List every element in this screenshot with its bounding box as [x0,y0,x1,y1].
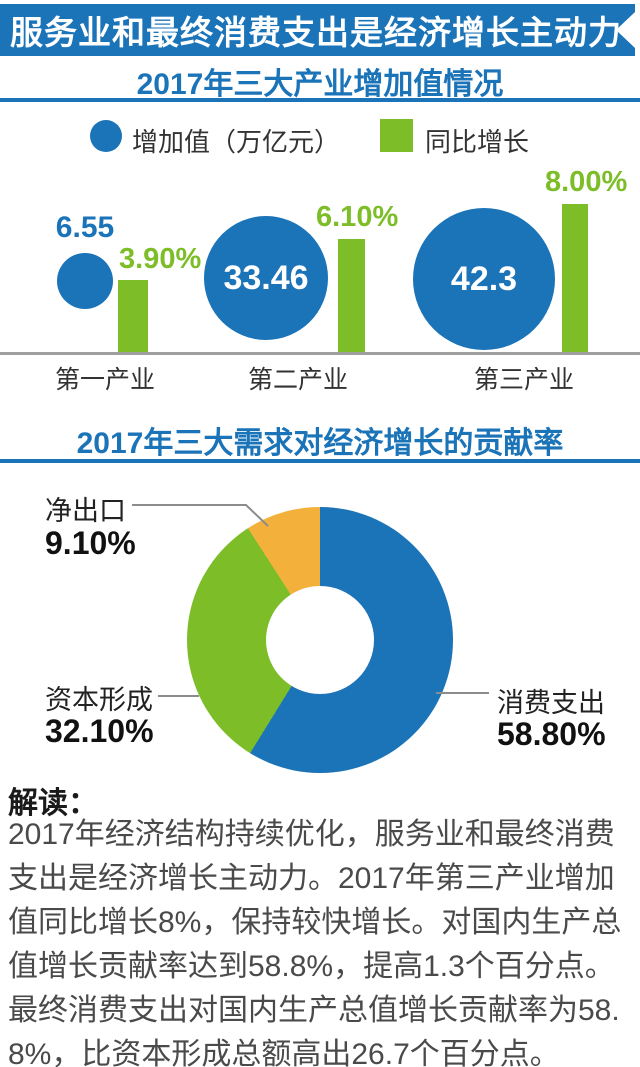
donut-hole [266,586,374,694]
value-label-secondary: 33.46 [223,258,309,297]
slice-value-consumption: 58.80% [497,716,606,752]
legend-value-label: 增加值（万亿元） [132,127,341,157]
connector-net-exports [132,504,269,527]
legend-square-swatch [380,119,413,152]
growth-bar-primary [118,280,148,352]
analysis-body: 2017年经济结构持续优化，服务业和最终消费支出是经济增长主动力。2017年第三… [8,818,622,1067]
slice-label-net-exports: 净出口 [45,496,126,526]
callout-connector-lines [132,504,489,697]
slice-label-consumption: 消费支出 [497,688,605,718]
slice-label-capital-formation: 资本形成 [45,685,153,715]
slice-value-capital-formation: 32.10% [45,713,154,749]
section-divider [0,98,640,102]
bubble-tertiary-industry: 42.3 [413,208,555,350]
legend-circle-swatch [90,120,122,152]
bubble-secondary-industry: 33.46 [204,216,328,340]
slice-value-net-exports: 9.10% [45,525,136,561]
growth-label-secondary: 6.10% [316,201,399,233]
x-axis-line [0,352,640,355]
bubble-primary-industry [57,253,113,309]
value-label-primary: 6.55 [55,211,115,244]
growth-label-tertiary: 8.00% [545,166,628,198]
category-label-secondary: 第二产业 [247,366,349,394]
category-label-tertiary: 第三产业 [473,366,575,394]
value-label-tertiary: 42.3 [450,259,518,298]
ribbon-notch-icon [616,12,635,48]
category-label-primary: 第一产业 [54,366,156,394]
banner: 服务业和最终消费支出是经济增长主动力 [0,4,635,56]
growth-label-primary: 3.90% [119,243,202,275]
banner-title: 服务业和最终消费支出是经济增长主动力 [10,14,622,51]
demand-chart-title: 2017年三大需求对经济增长的贡献率 [76,427,564,460]
analysis-heading: 解读： [8,787,98,820]
legend-growth-label: 同比增长 [425,127,530,157]
section-divider-2 [0,459,640,463]
growth-bar-secondary [338,239,365,352]
growth-bar-tertiary [562,204,588,352]
industry-chart-title: 2017年三大产业增加值情况 [136,68,504,101]
